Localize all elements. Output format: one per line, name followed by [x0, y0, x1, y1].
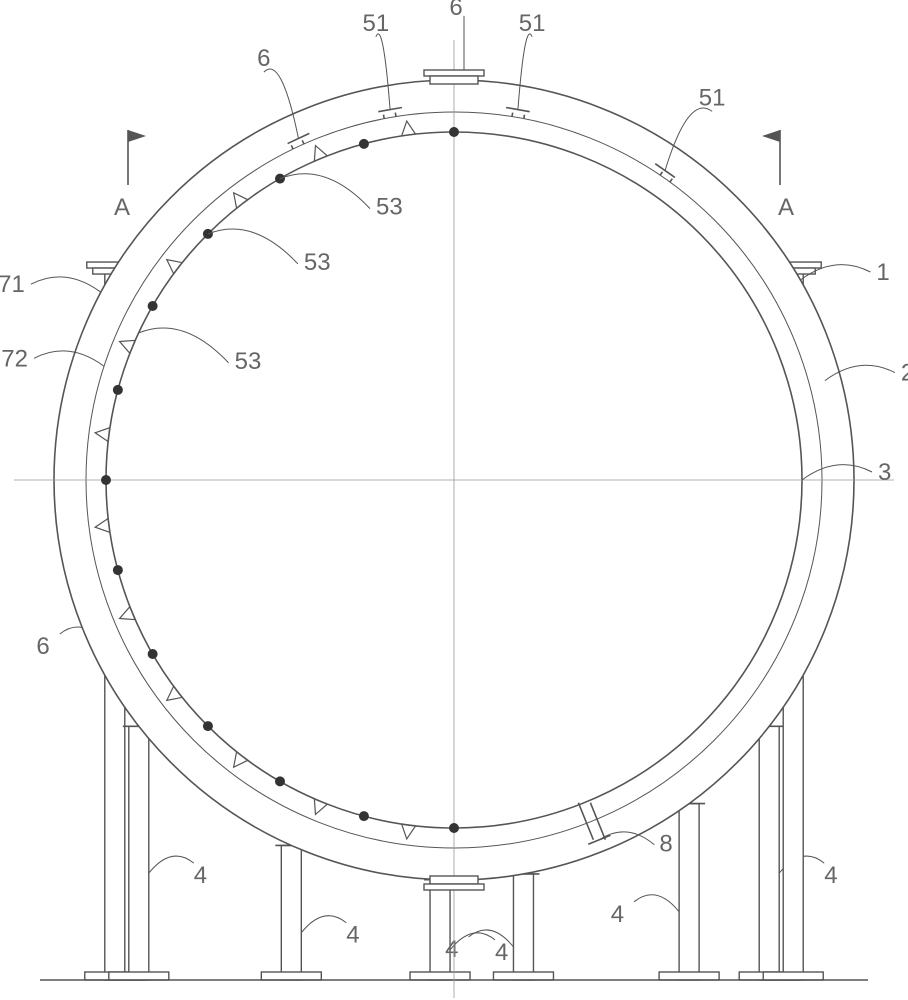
svg-text:8: 8	[659, 831, 672, 858]
svg-text:4: 4	[346, 922, 359, 949]
svg-text:4: 4	[611, 901, 624, 928]
svg-text:53: 53	[376, 194, 403, 221]
svg-text:6: 6	[257, 45, 270, 72]
svg-text:1: 1	[876, 259, 889, 286]
svg-text:A: A	[114, 194, 130, 221]
svg-text:4: 4	[495, 939, 508, 966]
svg-text:4: 4	[824, 862, 837, 889]
svg-text:51: 51	[519, 10, 546, 37]
svg-text:51: 51	[699, 84, 726, 111]
svg-text:4: 4	[445, 936, 458, 963]
svg-text:51: 51	[363, 10, 390, 37]
svg-text:A: A	[778, 194, 794, 221]
svg-text:4: 4	[194, 862, 207, 889]
svg-text:53: 53	[304, 249, 331, 276]
svg-text:6: 6	[36, 633, 49, 660]
svg-text:6: 6	[449, 0, 462, 21]
svg-text:72: 72	[1, 345, 28, 372]
svg-text:53: 53	[235, 348, 262, 375]
svg-text:71: 71	[0, 271, 25, 298]
svg-text:2: 2	[901, 360, 908, 387]
svg-text:3: 3	[878, 459, 891, 486]
